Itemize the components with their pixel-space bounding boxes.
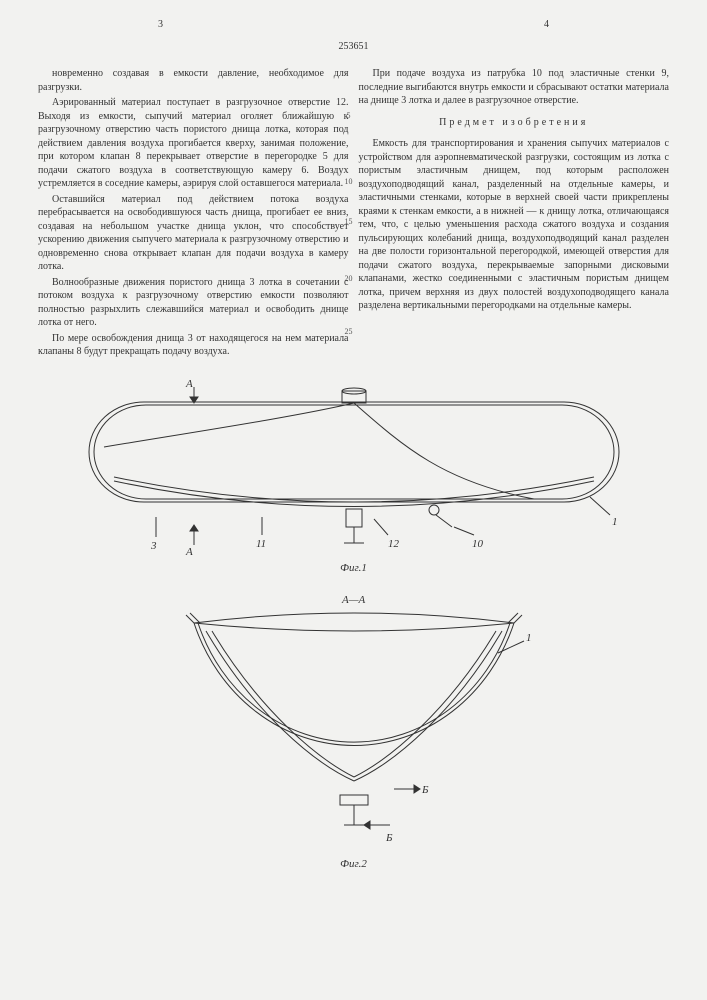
para: новременно создавая в емкости давление, … [38,67,349,94]
para: При подаче воздуха из патрубка 10 под эл… [359,67,670,108]
callout-B: Б [421,784,429,796]
line-mark: 10 [345,177,353,188]
callout-A: A [185,546,193,557]
figure-2: А—А Б Б 1 [164,593,544,853]
page-num-left: 3 [158,18,163,32]
para: Аэрированный материал поступает в разгру… [38,96,349,191]
callout-11: 11 [256,538,266,550]
patent-number: 253651 [38,40,669,54]
line-mark: 5 [347,111,351,122]
para: Оставшийся материал под действием потока… [38,193,349,274]
para: Волнообразные движения пористого днища 3… [38,276,349,330]
para: По мере освобождения днища 3 от находяще… [38,332,349,359]
fig2-label: Фиг.2 [38,857,669,872]
claim-para: Емкость для транспортирования и хранения… [359,137,670,313]
callout-1: 1 [526,632,532,644]
callout-A: A [185,378,193,390]
callout-1: 1 [612,516,618,528]
section-title: Предмет изобретения [359,116,670,130]
callout-10: 10 [472,538,484,550]
fig1-label: Фиг.1 [38,561,669,576]
section-label: А—А [341,594,366,606]
figures-block: A A 3 11 12 10 1 Фиг.1 [38,377,669,873]
line-mark: 15 [345,217,353,228]
page-num-right: 4 [544,18,549,32]
callout-B: Б [385,832,393,844]
callout-12: 12 [388,538,400,550]
figure-1: A A 3 11 12 10 1 [74,377,634,557]
line-mark: 20 [345,274,353,285]
right-column: 5 10 15 20 25 При подаче воздуха из патр… [359,67,670,361]
line-mark: 25 [345,327,353,338]
callout-3: 3 [150,540,157,552]
text-columns: новременно создавая в емкости давление, … [38,67,669,361]
left-column: новременно создавая в емкости давление, … [38,67,349,361]
